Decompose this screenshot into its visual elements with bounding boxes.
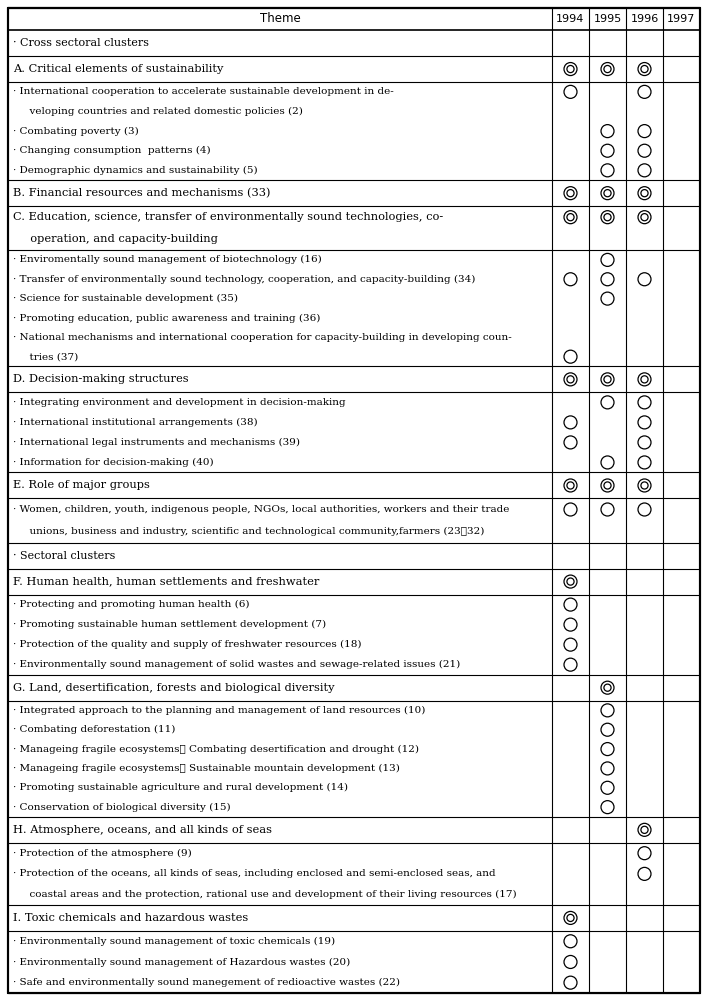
Text: · Promoting sustainable agriculture and rural development (14): · Promoting sustainable agriculture and … (13, 783, 348, 792)
Text: C. Education, science, transfer of environmentally sound technologies, co-: C. Education, science, transfer of envir… (13, 212, 443, 222)
Text: unions, business and industry, scientific and technological community,farmers (2: unions, business and industry, scientifi… (23, 526, 484, 536)
Text: A. Critical elements of sustainability: A. Critical elements of sustainability (13, 64, 223, 74)
Text: · Protection of the quality and supply of freshwater resources (18): · Protection of the quality and supply o… (13, 640, 361, 649)
Text: · Manageing fragile ecosystems： Combating desertification and drought (12): · Manageing fragile ecosystems： Combatin… (13, 744, 419, 753)
Text: 1994: 1994 (556, 14, 585, 24)
Text: · Transfer of environmentally sound technology, cooperation, and capacity-buildi: · Transfer of environmentally sound tech… (13, 275, 475, 284)
Text: · Protection of the oceans, all kinds of seas, including enclosed and semi-enclo: · Protection of the oceans, all kinds of… (13, 869, 496, 878)
Text: · Integrating environment and development in decision‐making: · Integrating environment and developmen… (13, 398, 346, 407)
Text: · Combating poverty (3): · Combating poverty (3) (13, 127, 139, 136)
Text: · Sectoral clusters: · Sectoral clusters (13, 550, 115, 560)
Text: Theme: Theme (260, 13, 300, 26)
Text: · Environmentally sound management of solid wastes and sewage-related issues (21: · Environmentally sound management of so… (13, 660, 460, 669)
Text: · Environmentally sound management of Hazardous wastes (20): · Environmentally sound management of Ha… (13, 957, 350, 966)
Text: · Changing consumption  patterns (4): · Changing consumption patterns (4) (13, 146, 210, 155)
Text: D. Decision‐making structures: D. Decision‐making structures (13, 375, 189, 385)
Text: · Promoting sustainable human settlement development (7): · Promoting sustainable human settlement… (13, 620, 326, 629)
Text: coastal areas and the protection, rational use and development of their living r: coastal areas and the protection, ration… (23, 890, 517, 899)
Text: 1995: 1995 (593, 14, 621, 24)
Text: F. Human health, human settlements and freshwater: F. Human health, human settlements and f… (13, 576, 319, 586)
Text: · Integrated approach to the planning and management of land resources (10): · Integrated approach to the planning an… (13, 706, 426, 715)
Text: · Safe and environmentally sound manegement of redioactive wastes (22): · Safe and environmentally sound manegem… (13, 978, 400, 987)
Text: · Promoting education, public awareness and training (36): · Promoting education, public awareness … (13, 314, 321, 323)
Text: E. Role of major groups: E. Role of major groups (13, 481, 150, 491)
Text: · Combating deforestation (11): · Combating deforestation (11) (13, 725, 175, 734)
Text: · International institutional arrangements (38): · International institutional arrangemen… (13, 418, 258, 427)
Text: · International cooperation to accelerate sustainable development in de-: · International cooperation to accelerat… (13, 87, 394, 96)
Text: G. Land, desertification, forests and biological diversity: G. Land, desertification, forests and bi… (13, 682, 335, 692)
Text: · Science for sustainable development (35): · Science for sustainable development (3… (13, 294, 238, 303)
Text: 1996: 1996 (630, 14, 659, 24)
Text: · Protection of the atmosphere (9): · Protection of the atmosphere (9) (13, 848, 192, 858)
Text: tries (37): tries (37) (23, 353, 78, 362)
Text: I. Toxic chemicals and hazardous wastes: I. Toxic chemicals and hazardous wastes (13, 913, 249, 923)
Text: · National mechanisms and international cooperation for capacity-building in dev: · National mechanisms and international … (13, 333, 512, 342)
Text: 1997: 1997 (667, 14, 695, 24)
Text: H. Atmosphere, oceans, and all kinds of seas: H. Atmosphere, oceans, and all kinds of … (13, 825, 272, 835)
Text: · Cross sectoral clusters: · Cross sectoral clusters (13, 38, 149, 48)
Text: · Women, children, youth, indigenous people, NGOs, local authorities, workers an: · Women, children, youth, indigenous peo… (13, 505, 509, 514)
Text: · Enviromentally sound management of biotechnology (16): · Enviromentally sound management of bio… (13, 256, 322, 265)
Text: · Conservation of biological diversity (15): · Conservation of biological diversity (… (13, 802, 231, 812)
Text: veloping countries and related domestic policies (2): veloping countries and related domestic … (23, 107, 303, 116)
Text: · International legal instruments and mechanisms (39): · International legal instruments and me… (13, 438, 300, 447)
Text: · Manageing fragile ecosystems： Sustainable mountain development (13): · Manageing fragile ecosystems： Sustaina… (13, 764, 400, 773)
Text: B. Financial resources and mechanisms (33): B. Financial resources and mechanisms (3… (13, 188, 270, 199)
Text: · Environmentally sound management of toxic chemicals (19): · Environmentally sound management of to… (13, 937, 335, 946)
Text: · Information for decision‐making (40): · Information for decision‐making (40) (13, 458, 214, 467)
Text: operation, and capacity-building: operation, and capacity-building (23, 234, 218, 244)
Text: · Protecting and promoting human health (6): · Protecting and promoting human health … (13, 600, 249, 609)
Text: · Demographic dynamics and sustainability (5): · Demographic dynamics and sustainabilit… (13, 166, 258, 175)
